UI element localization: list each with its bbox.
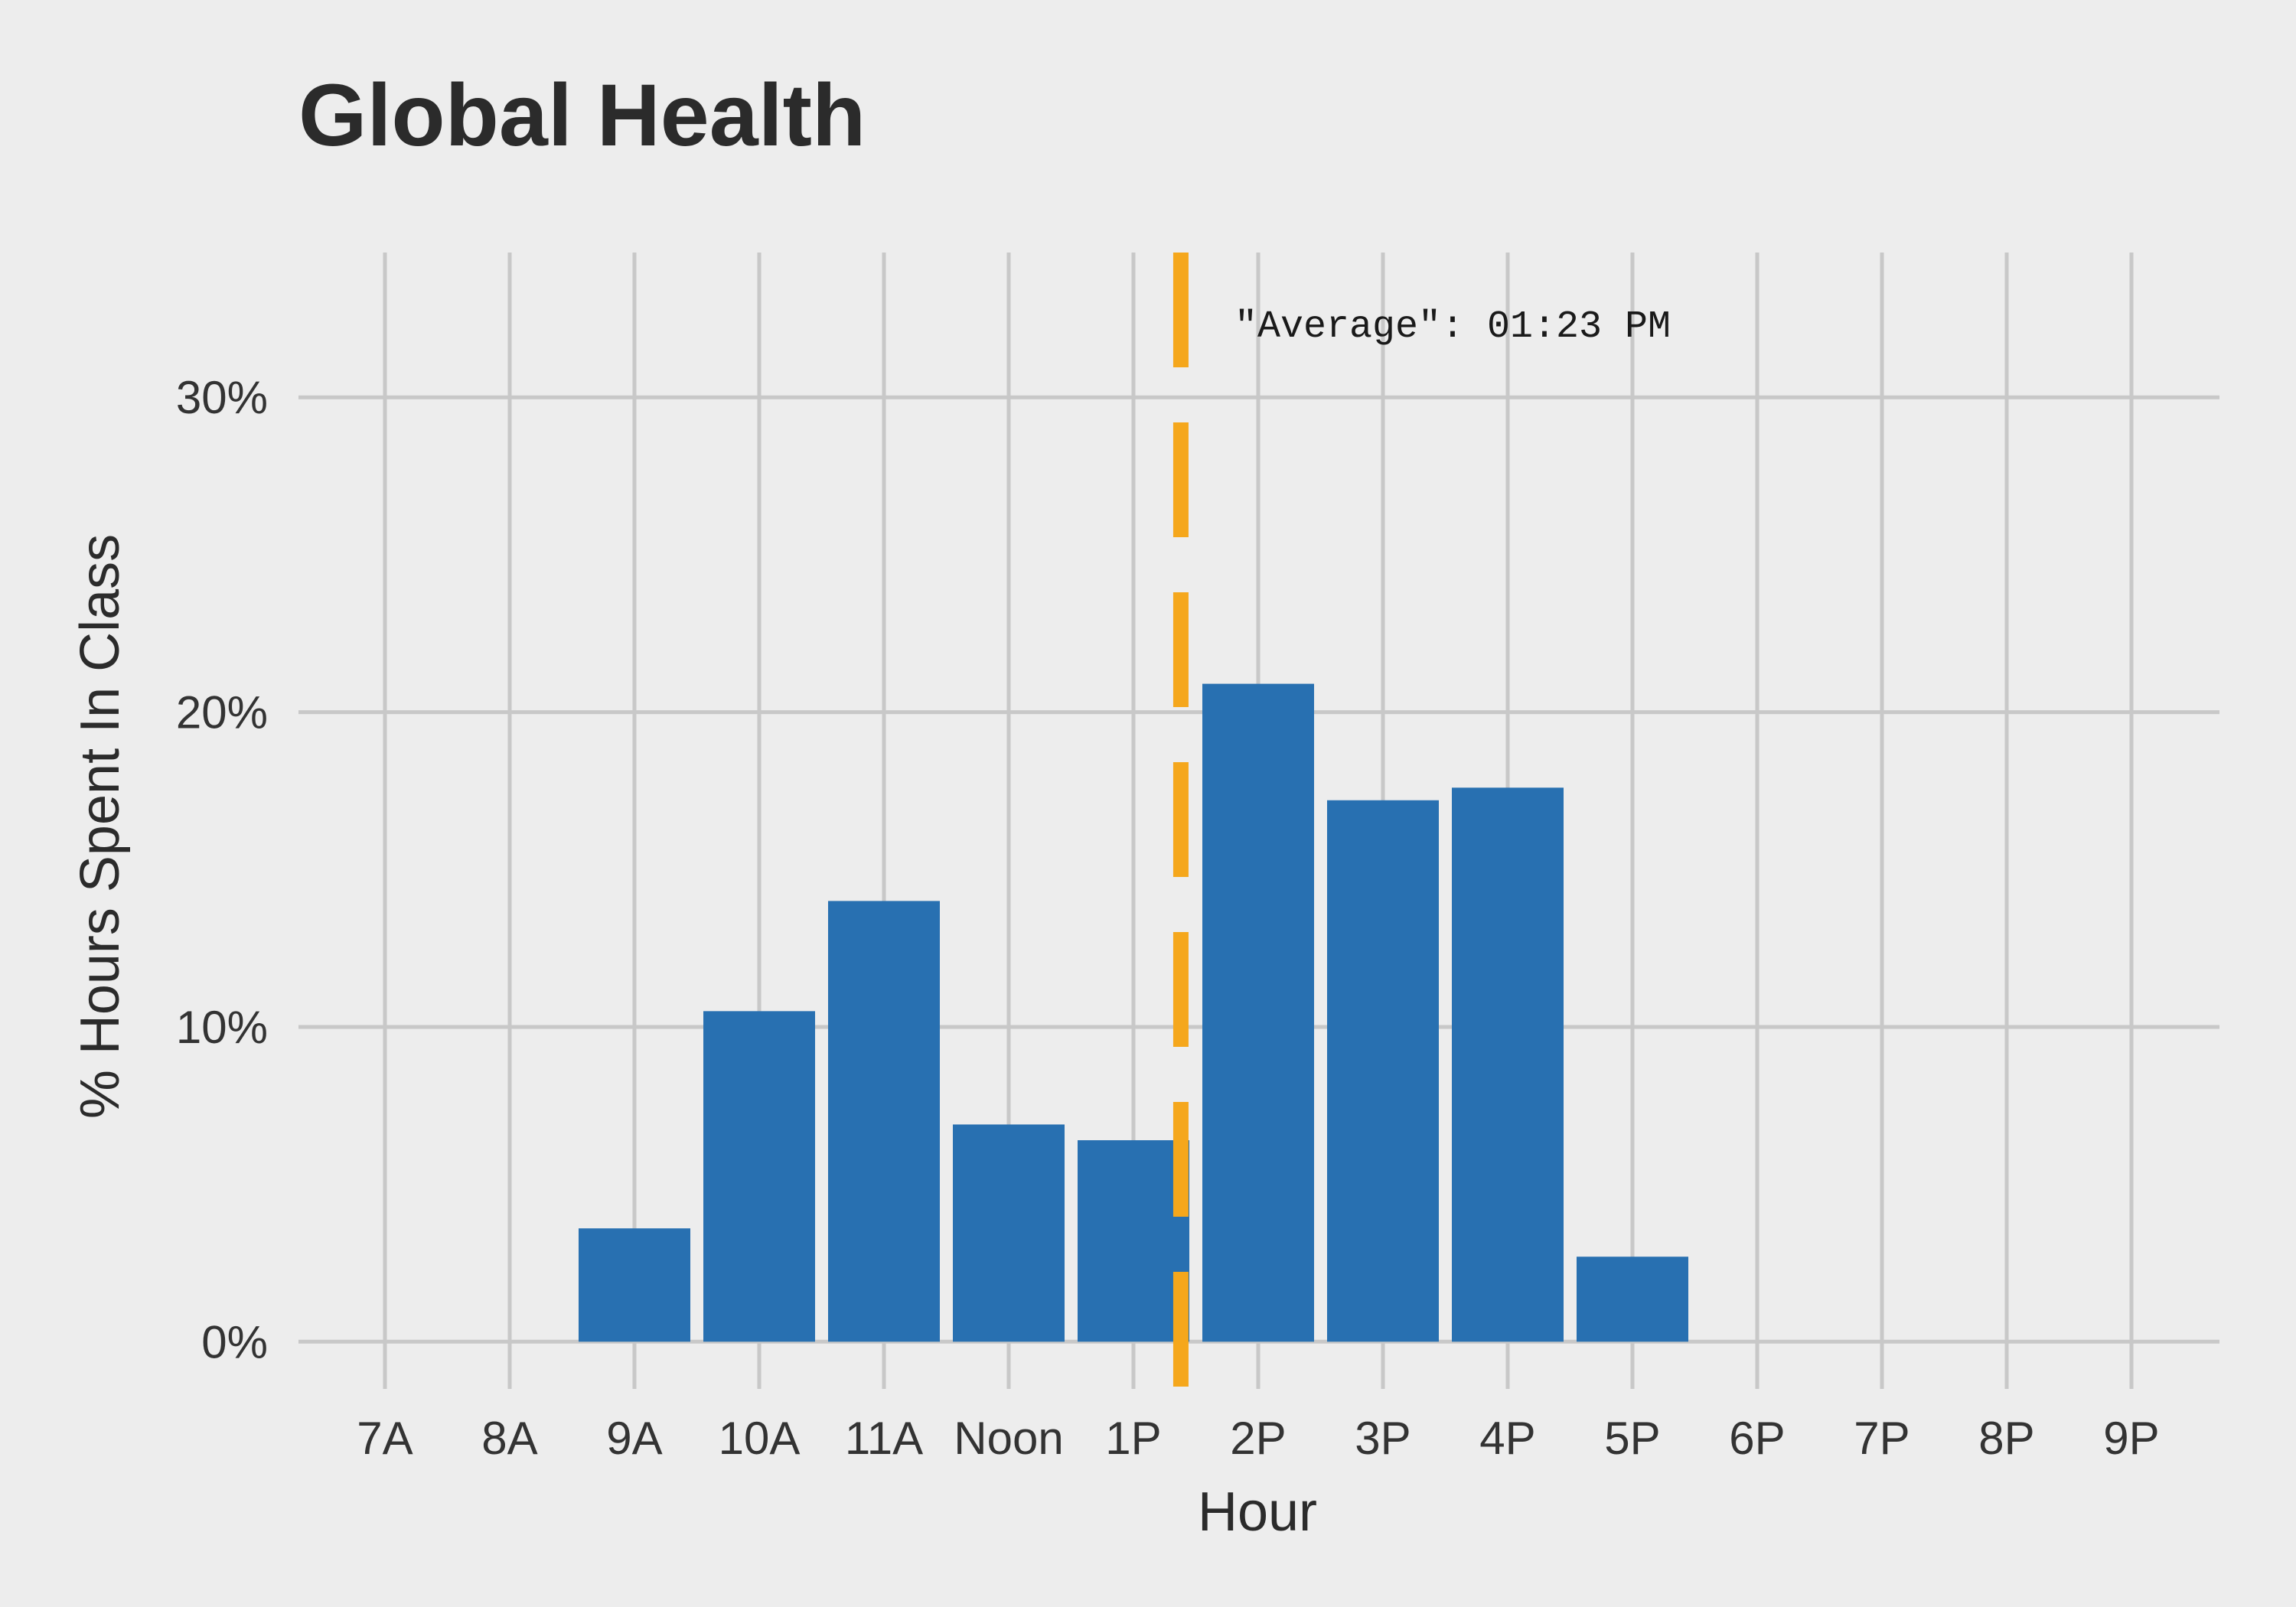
x-tick-label: 5P — [1604, 1413, 1660, 1464]
x-tick-label: 8P — [1978, 1413, 2034, 1464]
bar — [703, 1011, 815, 1342]
x-tick-label: Noon — [954, 1413, 1063, 1464]
x-tick-label: 11A — [845, 1413, 923, 1464]
bar — [1577, 1257, 1688, 1342]
y-tick-label: 10% — [176, 1002, 268, 1053]
y-tick-label: 20% — [176, 687, 268, 738]
bar — [1452, 787, 1564, 1342]
bar — [579, 1228, 690, 1342]
x-tick-label: 9A — [606, 1413, 662, 1464]
average-label: "Average": 01:23 PM — [1234, 305, 1671, 349]
bar — [1202, 683, 1314, 1342]
x-tick-label: 3P — [1355, 1413, 1411, 1464]
x-tick-label: 2P — [1230, 1413, 1286, 1464]
y-tick-label: 30% — [176, 372, 268, 423]
y-tick-labels: 0% 10% 20% 30% — [176, 372, 268, 1367]
y-axis-title: % Hours Spent In Class — [70, 534, 131, 1119]
x-axis-title: Hour — [1198, 1482, 1317, 1543]
bars — [579, 683, 1688, 1342]
x-tick-label: 1P — [1105, 1413, 1161, 1464]
bar — [953, 1124, 1065, 1342]
bar — [1078, 1140, 1189, 1342]
x-tick-label: 7P — [1854, 1413, 1910, 1464]
x-tick-label: 9P — [2103, 1413, 2159, 1464]
x-tick-labels: 7A 8A 9A 10A 11A Noon 1P 2P 3P 4P 5P 6P 7P 8P 9P — [357, 1413, 2159, 1464]
x-tick-label: 6P — [1729, 1413, 1785, 1464]
bar — [828, 901, 940, 1342]
bar — [1327, 800, 1439, 1342]
x-tick-label: 10A — [719, 1413, 801, 1464]
y-tick-label: 0% — [201, 1316, 268, 1367]
x-tick-label: 7A — [357, 1413, 413, 1464]
average-line-group: "Average": 01:23 PM — [1172, 253, 1671, 1389]
x-tick-label: 4P — [1479, 1413, 1535, 1464]
x-tick-label: 8A — [481, 1413, 537, 1464]
chart-title: Global Health — [298, 67, 866, 165]
